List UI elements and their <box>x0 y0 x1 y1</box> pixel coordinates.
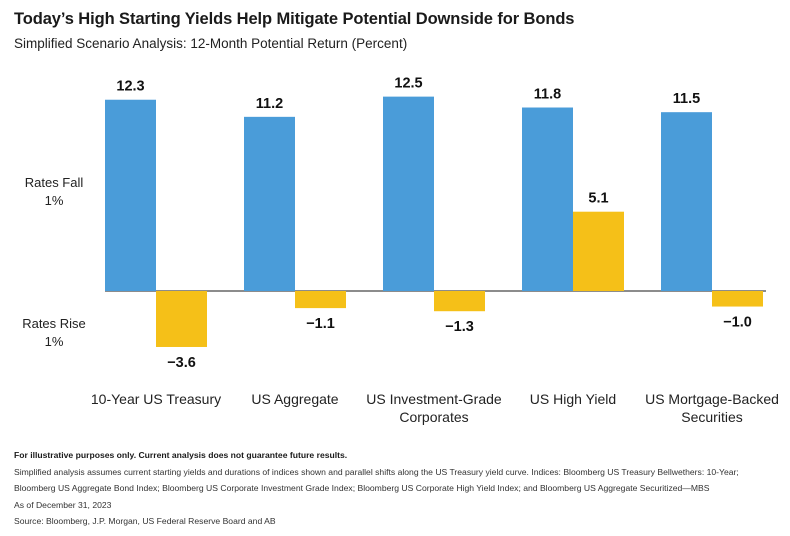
data-label-rates-fall-1: 12.3 <box>116 79 144 95</box>
bar-chart: Rates Fall 1% Rates Rise 1% 12.3 11.2 12.5 11.8… <box>22 76 779 425</box>
bar-rates-fall-2 <box>244 116 295 291</box>
category-label-3-line-1: US Investment-Grade <box>366 391 502 407</box>
category-label-2-line-1: US Aggregate <box>251 391 338 407</box>
bar-rates-rise-2 <box>295 291 346 309</box>
bar-rates-rise-4 <box>573 211 624 291</box>
chart-subtitle: Simplified Scenario Analysis: 12-Month P… <box>14 36 408 51</box>
data-label-rates-rise-3: −1.3 <box>445 319 474 335</box>
bar-rates-rise-1 <box>156 291 207 347</box>
chart-title: Today’s High Starting Yields Help Mitiga… <box>14 10 575 28</box>
data-label-rates-rise-1: −3.6 <box>167 355 196 371</box>
category-label-1-line-1: 10-Year US Treasury <box>91 391 221 407</box>
bar-rates-fall-3 <box>383 96 434 291</box>
data-label-rates-fall-2: 11.2 <box>256 96 283 112</box>
row-label-rates-fall-line-1: Rates Fall <box>25 175 84 190</box>
footnotes: For illustrative purposes only. Current … <box>14 447 784 530</box>
data-label-rates-fall-5: 11.5 <box>673 91 700 107</box>
methodology-note-line-1: Simplified analysis assumes current star… <box>14 466 739 477</box>
row-label-rates-rise-line-2: 1% <box>45 334 64 349</box>
bar-rates-fall-5 <box>661 112 712 291</box>
bar-rates-rise-3 <box>434 291 485 312</box>
data-label-rates-rise-5: −1.0 <box>723 315 752 331</box>
category-label-5-line-2: Securities <box>681 409 742 425</box>
data-label-rates-fall-3: 12.5 <box>394 76 422 92</box>
data-label-rates-rise-4: 5.1 <box>588 191 608 207</box>
disclaimer-note: For illustrative purposes only. Current … <box>14 450 348 460</box>
bar-rates-fall-1 <box>105 99 156 291</box>
methodology-note-line-2: Bloomberg US Aggregate Bond Index; Bloom… <box>14 483 710 493</box>
category-label-3-line-2: Corporates <box>399 409 468 425</box>
as-of-date: As of December 31, 2023 <box>14 499 112 510</box>
bar-rates-fall-4 <box>522 107 573 291</box>
bar-rates-rise-5 <box>712 291 763 307</box>
data-label-rates-fall-4: 11.8 <box>534 87 561 103</box>
category-label-4-line-1: US High Yield <box>530 391 616 407</box>
row-label-rates-rise-line-1: Rates Rise <box>22 316 86 331</box>
row-label-rates-fall-line-2: 1% <box>45 193 64 208</box>
source-note: Source: Bloomberg, J.P. Morgan, US Feder… <box>14 516 276 526</box>
data-label-rates-rise-2: −1.1 <box>306 316 335 332</box>
category-label-5-line-1: US Mortgage-Backed <box>645 391 779 407</box>
